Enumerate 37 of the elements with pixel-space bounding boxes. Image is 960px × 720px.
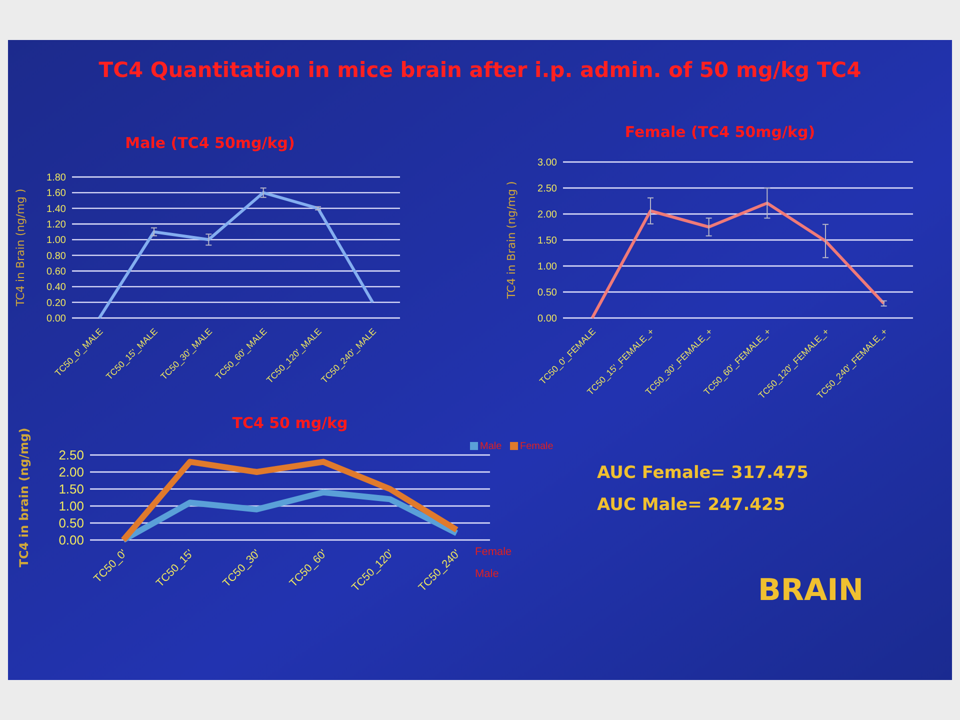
y-tick-label: 1.00 <box>46 235 66 246</box>
y-tick-label: 2.50 <box>58 448 84 463</box>
y-tick-label: 0.80 <box>46 250 66 262</box>
text: BRAIN <box>758 573 864 608</box>
text: AUC Male= 247.425 <box>597 495 786 515</box>
y-tick-label: 0.50 <box>58 516 84 531</box>
text: TC4 Quantitation in mice brain after i.p. admin. of 50 mg/kg TC4 <box>98 58 862 82</box>
y-tick-label: 0.40 <box>46 282 66 294</box>
chart-title: Female (TC4 50mg/kg) <box>624 123 816 141</box>
text: Male <box>475 568 499 580</box>
text: Female <box>475 546 512 558</box>
y-tick-label: 2.50 <box>538 184 558 194</box>
y-tick-label: 3.00 <box>538 158 558 168</box>
y-tick-label: 1.60 <box>46 188 66 200</box>
chart-title: TC4 50 mg/kg <box>232 414 348 432</box>
y-tick-label: 0.50 <box>538 288 558 298</box>
y-axis-title: TC4 in Brain (ng/mg ) <box>505 181 518 300</box>
y-tick-label: 0.60 <box>46 266 66 278</box>
y-tick-label: 0.00 <box>46 314 66 324</box>
y-tick-label: 2.00 <box>538 210 558 220</box>
text: AUC Female= 317.475 <box>597 463 808 483</box>
y-tick-label: 0.00 <box>58 532 84 548</box>
legend-label: Male <box>480 441 502 452</box>
legend-label: Female <box>520 441 554 452</box>
chart-title: Male (TC4 50mg/kg) <box>125 134 295 152</box>
y-tick-label: 1.80 <box>46 172 66 184</box>
y-tick-label: 1.50 <box>538 236 558 246</box>
y-tick-label: 0.00 <box>538 314 558 324</box>
y-axis-title: TC4 in brain (ng/mg) <box>17 428 31 568</box>
y-tick-label: 1.20 <box>46 220 66 230</box>
y-tick-label: 2.00 <box>58 464 84 480</box>
y-tick-label: 1.00 <box>538 262 558 272</box>
y-axis-title: TC4 in Brain (ng/mg ) <box>14 188 27 308</box>
y-tick-label: 0.20 <box>46 298 66 309</box>
y-tick-label: 1.00 <box>58 498 84 514</box>
y-tick-label: 1.50 <box>58 482 84 497</box>
y-tick-label: 1.40 <box>46 204 66 215</box>
